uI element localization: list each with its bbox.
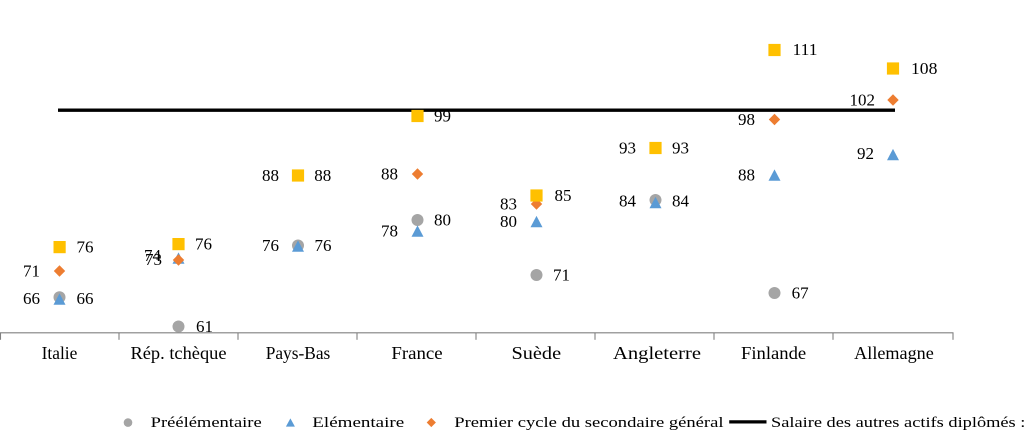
svg-text:80: 80 xyxy=(434,211,451,230)
svg-text:76: 76 xyxy=(315,236,332,255)
svg-text:76: 76 xyxy=(77,238,94,257)
svg-text:Rép. tchèque: Rép. tchèque xyxy=(131,343,227,363)
svg-text:88: 88 xyxy=(738,166,755,185)
svg-text:98: 98 xyxy=(738,110,755,129)
svg-text:Salaire des autres actifs dipl: Salaire des autres actifs diplômés : xyxy=(771,415,1025,431)
svg-text:66: 66 xyxy=(23,289,40,308)
svg-text:108: 108 xyxy=(911,59,937,78)
svg-text:93: 93 xyxy=(672,139,689,158)
svg-text:Elémentaire: Elémentaire xyxy=(312,415,404,431)
svg-text:83: 83 xyxy=(500,195,517,214)
svg-text:Finlande: Finlande xyxy=(741,343,806,363)
svg-text:67: 67 xyxy=(792,284,810,303)
svg-text:Angleterre: Angleterre xyxy=(613,343,701,363)
svg-text:Préélémentaire: Préélémentaire xyxy=(151,415,262,431)
svg-text:88: 88 xyxy=(262,166,279,185)
svg-text:71: 71 xyxy=(23,262,40,281)
svg-text:71: 71 xyxy=(553,266,570,285)
svg-text:84: 84 xyxy=(619,192,637,211)
svg-text:66: 66 xyxy=(77,289,94,308)
svg-text:102: 102 xyxy=(850,91,876,110)
svg-text:93: 93 xyxy=(619,139,636,158)
svg-text:Pays-Bas: Pays-Bas xyxy=(266,343,331,363)
svg-text:Premier cycle du secondaire gé: Premier cycle du secondaire général xyxy=(454,415,723,431)
svg-text:Suède: Suède xyxy=(512,343,562,363)
svg-text:74: 74 xyxy=(144,246,162,265)
svg-text:92: 92 xyxy=(857,144,874,163)
svg-text:85: 85 xyxy=(555,186,572,205)
svg-text:61: 61 xyxy=(196,317,213,336)
svg-text:France: France xyxy=(391,343,442,363)
svg-text:Italie: Italie xyxy=(42,343,78,363)
svg-text:88: 88 xyxy=(314,166,331,185)
svg-text:84: 84 xyxy=(672,192,690,211)
svg-text:88: 88 xyxy=(381,165,398,184)
svg-text:80: 80 xyxy=(500,212,517,231)
svg-text:76: 76 xyxy=(195,235,212,254)
svg-text:111: 111 xyxy=(793,40,818,59)
svg-text:73: 73 xyxy=(145,250,162,269)
svg-text:78: 78 xyxy=(381,222,398,241)
svg-text:Allemagne: Allemagne xyxy=(854,343,934,363)
svg-text:76: 76 xyxy=(262,236,279,255)
svg-text:99: 99 xyxy=(434,107,451,126)
